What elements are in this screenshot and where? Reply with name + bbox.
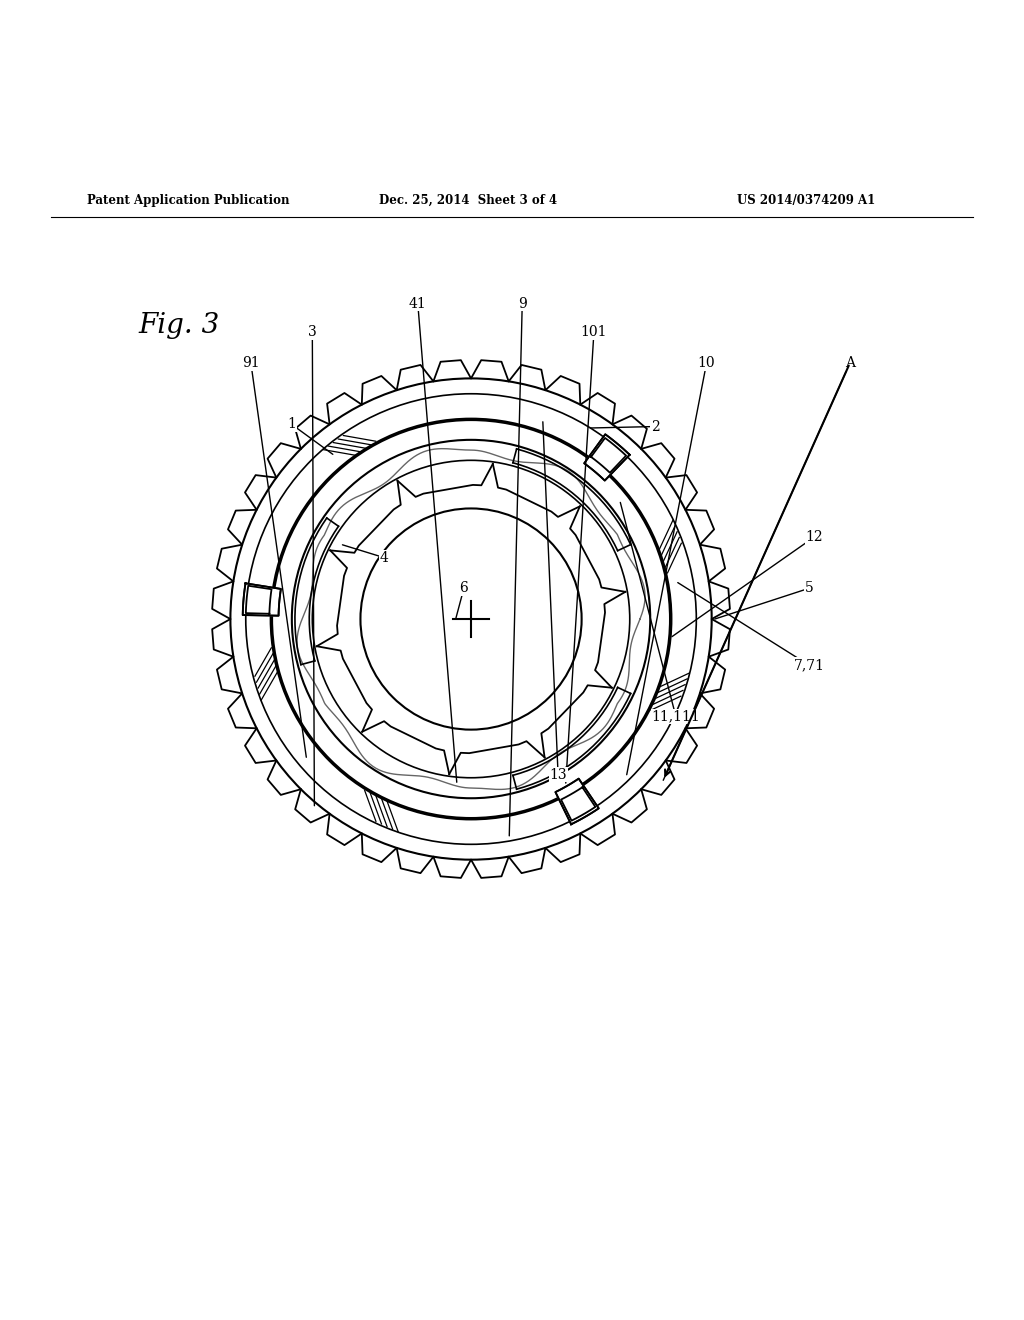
Polygon shape: [246, 586, 271, 614]
Polygon shape: [561, 787, 595, 821]
Text: 11,111: 11,111: [651, 709, 700, 723]
Polygon shape: [591, 438, 626, 473]
Text: 7,71: 7,71: [794, 659, 824, 672]
Text: Fig. 3: Fig. 3: [138, 312, 219, 339]
Text: 5: 5: [805, 581, 813, 595]
Text: 6: 6: [460, 581, 468, 595]
Text: 101: 101: [581, 325, 607, 339]
Text: 1: 1: [288, 417, 296, 432]
Text: 13: 13: [549, 768, 567, 781]
Polygon shape: [585, 434, 630, 480]
Text: 4: 4: [380, 550, 388, 565]
Text: 12: 12: [805, 531, 823, 544]
Text: Patent Application Publication: Patent Application Publication: [87, 194, 290, 207]
Polygon shape: [243, 583, 281, 615]
Text: 9: 9: [518, 297, 526, 310]
Text: 91: 91: [242, 356, 260, 370]
Text: 10: 10: [697, 356, 716, 370]
Text: A: A: [845, 356, 855, 370]
Text: US 2014/0374209 A1: US 2014/0374209 A1: [737, 194, 876, 207]
Circle shape: [230, 379, 712, 859]
Text: Dec. 25, 2014  Sheet 3 of 4: Dec. 25, 2014 Sheet 3 of 4: [379, 194, 557, 207]
Text: 2: 2: [651, 420, 659, 433]
Polygon shape: [555, 779, 599, 824]
Text: 3: 3: [308, 325, 316, 339]
Text: 41: 41: [409, 297, 427, 310]
